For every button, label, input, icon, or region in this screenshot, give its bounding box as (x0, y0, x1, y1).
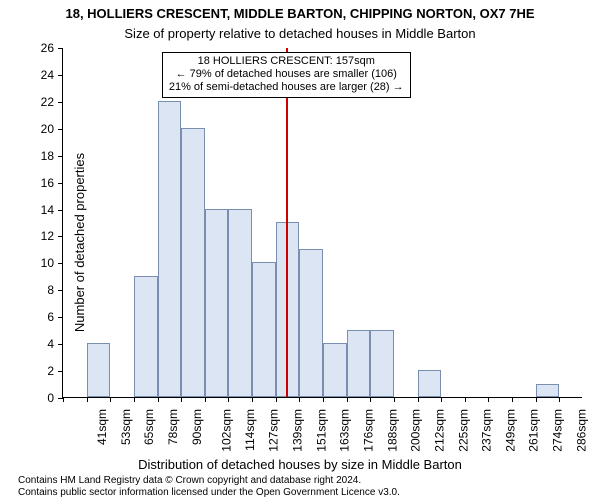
y-tick-mark (58, 102, 63, 103)
x-tick-label: 225sqm (456, 409, 470, 452)
annotation-line: ← 79% of detached houses are smaller (10… (169, 68, 404, 81)
histogram-bar (181, 128, 205, 397)
reference-line (286, 48, 288, 397)
x-tick-label: 237sqm (480, 409, 494, 452)
chart-title-sub: Size of property relative to detached ho… (0, 26, 600, 41)
x-tick-label: 200sqm (409, 409, 423, 452)
x-tick-label: 249sqm (504, 409, 518, 452)
x-tick-label: 151sqm (314, 409, 328, 452)
y-tick-mark (58, 317, 63, 318)
x-tick-label: 212sqm (433, 409, 447, 452)
plot-area: 18 HOLLIERS CRESCENT: 157sqm← 79% of det… (62, 48, 582, 398)
annotation-line: 18 HOLLIERS CRESCENT: 157sqm (169, 55, 404, 68)
x-tick-label: 53sqm (119, 409, 133, 445)
y-tick-label: 18 (24, 149, 54, 163)
histogram-bar (299, 249, 323, 397)
x-tick-label: 78sqm (166, 409, 180, 445)
y-tick-mark (58, 75, 63, 76)
y-tick-label: 2 (24, 364, 54, 378)
x-tick-label: 41sqm (95, 409, 109, 445)
y-tick-label: 12 (24, 229, 54, 243)
x-tick-label: 127sqm (267, 409, 281, 452)
footer-line-1: Contains HM Land Registry data © Crown c… (18, 475, 361, 486)
y-tick-mark (58, 344, 63, 345)
y-tick-mark (58, 183, 63, 184)
x-tick-label: 261sqm (527, 409, 541, 452)
y-tick-label: 8 (24, 283, 54, 297)
histogram-bar (87, 343, 111, 397)
y-tick-mark (58, 236, 63, 237)
y-tick-label: 14 (24, 203, 54, 217)
histogram-bar (158, 101, 182, 397)
x-tick-label: 176sqm (362, 409, 376, 452)
x-tick-label: 286sqm (574, 409, 588, 452)
x-axis-label: Distribution of detached houses by size … (0, 457, 600, 472)
y-tick-label: 24 (24, 68, 54, 82)
y-tick-mark (58, 371, 63, 372)
histogram-bar (370, 330, 394, 397)
y-tick-label: 4 (24, 337, 54, 351)
histogram-bar (418, 370, 442, 397)
histogram-bar (228, 209, 252, 397)
y-tick-label: 20 (24, 122, 54, 136)
y-tick-mark (58, 129, 63, 130)
histogram-bar (323, 343, 347, 397)
chart-container: 18, HOLLIERS CRESCENT, MIDDLE BARTON, CH… (0, 0, 600, 500)
y-tick-label: 0 (24, 391, 54, 405)
x-tick-label: 90sqm (190, 409, 204, 445)
histogram-bar (536, 384, 560, 397)
y-tick-label: 16 (24, 176, 54, 190)
histogram-bar (252, 262, 276, 397)
y-tick-label: 10 (24, 256, 54, 270)
x-tick-label: 274sqm (551, 409, 565, 452)
y-tick-mark (58, 290, 63, 291)
y-tick-label: 26 (24, 41, 54, 55)
y-tick-label: 22 (24, 95, 54, 109)
y-tick-mark (58, 263, 63, 264)
histogram-bar (134, 276, 158, 397)
x-tick-label: 188sqm (385, 409, 399, 452)
x-tick-label: 65sqm (142, 409, 156, 445)
annotation-line: 21% of semi-detached houses are larger (… (169, 81, 404, 94)
x-tick-label: 114sqm (243, 409, 257, 451)
y-tick-mark (58, 210, 63, 211)
footer-line-2: Contains public sector information licen… (18, 487, 400, 498)
chart-title-main: 18, HOLLIERS CRESCENT, MIDDLE BARTON, CH… (0, 6, 600, 21)
y-tick-mark (58, 156, 63, 157)
x-tick-label: 102sqm (220, 409, 234, 452)
y-tick-mark (58, 48, 63, 49)
annotation-box: 18 HOLLIERS CRESCENT: 157sqm← 79% of det… (162, 52, 411, 98)
histogram-bar (205, 209, 229, 397)
histogram-bar (347, 330, 371, 397)
y-tick-labels: 02468101214161820222426 (28, 48, 58, 398)
x-tick-label: 163sqm (338, 409, 352, 452)
x-tick-labels: 41sqm53sqm65sqm78sqm90sqm102sqm114sqm127… (62, 398, 582, 448)
y-tick-label: 6 (24, 310, 54, 324)
x-tick-label: 139sqm (291, 409, 305, 452)
